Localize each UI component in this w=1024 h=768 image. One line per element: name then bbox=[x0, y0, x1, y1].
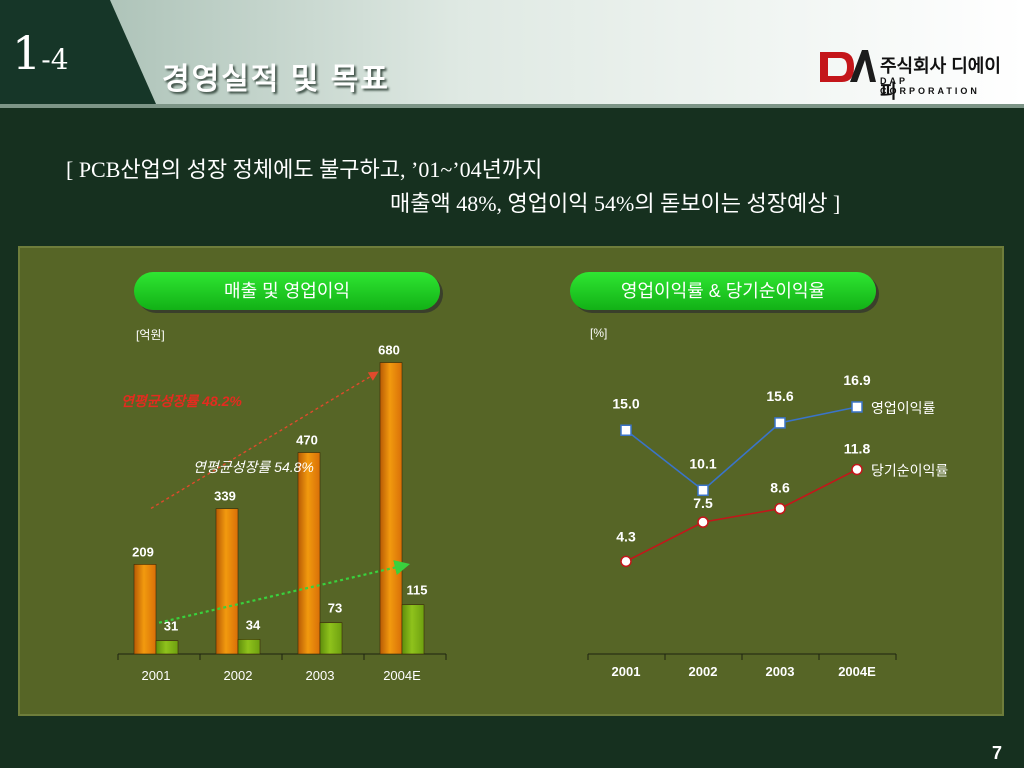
x-tick-label: 2001 bbox=[612, 664, 641, 679]
legend-label-1: 당기순이익률 bbox=[871, 462, 948, 478]
point-value-label: 15.6 bbox=[766, 388, 793, 404]
point-marker bbox=[851, 401, 863, 413]
bar bbox=[297, 452, 321, 655]
point-value-label: 4.3 bbox=[616, 528, 636, 544]
point-marker bbox=[774, 502, 786, 515]
section-number-main: 1 bbox=[12, 26, 42, 80]
growth-arrow-sales bbox=[150, 371, 379, 510]
company-logo: 주식회사 디에이피 DAP CORPORATION bbox=[820, 44, 1010, 102]
point-value-label: 16.9 bbox=[843, 372, 870, 388]
subtitle-line-2: 매출액 48%, 영업이익 54%의 돋보이는 성장예상 ] bbox=[390, 191, 841, 216]
logo-text: 주식회사 디에이피 bbox=[880, 56, 1001, 102]
growth-arrow-profit bbox=[158, 560, 410, 624]
bar-value-label: 209 bbox=[132, 544, 154, 559]
point-marker bbox=[620, 424, 632, 436]
chart1-title: 매출 및 영업이익 bbox=[134, 272, 440, 310]
bar bbox=[379, 362, 403, 655]
page-title: 경영실적 및 목표 bbox=[162, 63, 390, 96]
dap-logo-icon bbox=[820, 50, 876, 82]
x-tick-label: 2002 bbox=[224, 668, 253, 683]
x-tick-label: 2004E bbox=[838, 664, 876, 679]
bar-value-label: 470 bbox=[296, 433, 318, 448]
page-number: 7 bbox=[991, 743, 1002, 763]
x-tick-label: 2003 bbox=[306, 668, 335, 683]
point-marker bbox=[620, 555, 632, 568]
point-value-label: 8.6 bbox=[770, 480, 790, 496]
point-value-label: 10.1 bbox=[689, 455, 716, 471]
bar bbox=[319, 622, 343, 655]
chart2-title: 영업이익률 & 당기순이익율 bbox=[570, 272, 876, 310]
chart2-unit: [%] bbox=[590, 326, 608, 340]
x-tick-label: 2001 bbox=[142, 668, 171, 683]
point-value-label: 7.5 bbox=[693, 495, 713, 511]
growth-label-sales: 연평균성장률 48.2% bbox=[121, 393, 242, 409]
bar-value-label: 339 bbox=[214, 489, 236, 504]
growth-label-profit: 연평균성장률 54.8% bbox=[193, 459, 314, 475]
bar bbox=[237, 639, 261, 655]
subtitle-line-1: [ PCB산업의 성장 정체에도 불구하고, ’01~’04년까지 bbox=[66, 157, 543, 182]
series-line-1 bbox=[625, 468, 858, 563]
x-tick-label: 2003 bbox=[766, 664, 795, 679]
bar-value-label: 680 bbox=[378, 343, 400, 358]
bar-value-label: 34 bbox=[246, 617, 261, 632]
point-marker bbox=[697, 516, 709, 528]
point-value-label: 15.0 bbox=[612, 395, 639, 411]
header-divider bbox=[0, 104, 1024, 108]
chart-panel bbox=[18, 246, 1004, 716]
chart1-unit: [억원] bbox=[136, 328, 165, 342]
header-bar bbox=[0, 0, 1024, 104]
section-number-sub: -4 bbox=[41, 43, 69, 76]
bar bbox=[215, 508, 239, 655]
section-number: 1-4 bbox=[12, 30, 69, 76]
point-value-label: 11.8 bbox=[844, 440, 871, 456]
point-marker bbox=[774, 417, 786, 429]
bar-value-label: 31 bbox=[164, 619, 178, 634]
bar bbox=[133, 564, 157, 655]
legend-label-0: 영업이익률 bbox=[871, 400, 936, 416]
x-tick-label: 2002 bbox=[689, 664, 718, 679]
bar-value-label: 115 bbox=[407, 583, 428, 598]
bar bbox=[155, 640, 179, 655]
x-tick-label: 2004E bbox=[383, 668, 421, 683]
bar-chart: 209 31 2001 339 34 2002 470 73 2003 680 115 2004E 연평… bbox=[117, 343, 447, 683]
bar bbox=[401, 604, 425, 655]
logo-subtext: DAP CORPORATION bbox=[880, 76, 980, 96]
bar-value-label: 73 bbox=[328, 601, 342, 616]
series-line-0 bbox=[625, 406, 858, 492]
point-marker bbox=[697, 484, 709, 497]
point-marker bbox=[851, 463, 863, 476]
